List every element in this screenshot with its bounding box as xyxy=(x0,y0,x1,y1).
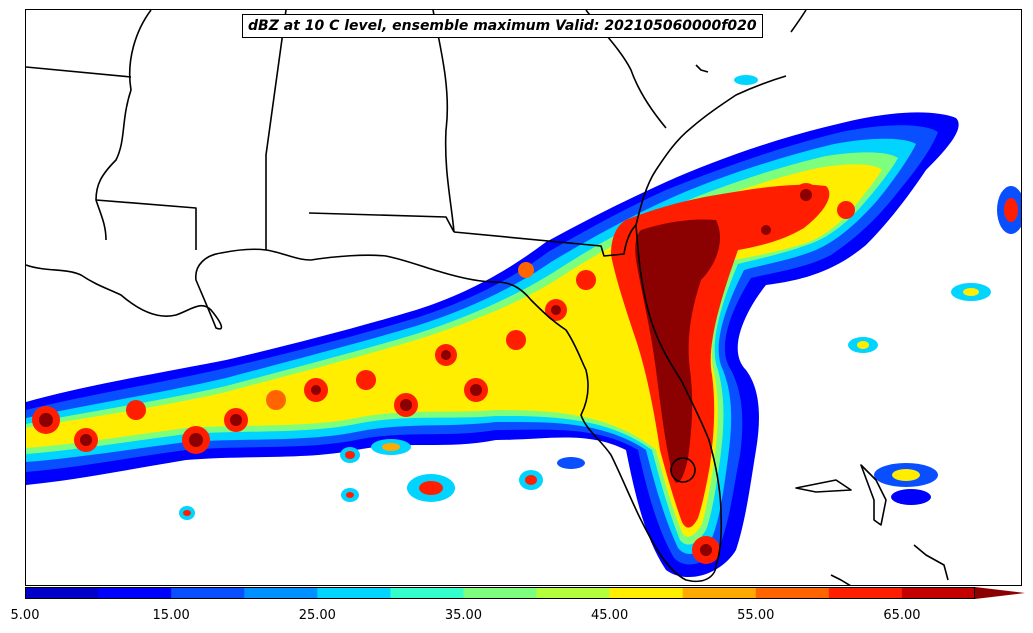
colorbar-tick-label: 25.00 xyxy=(298,608,336,623)
colorbar-segment xyxy=(98,587,172,599)
colorbar-segments xyxy=(25,587,976,599)
bahamas-island-1 xyxy=(795,479,852,493)
colorbar-tick-label: 65.00 xyxy=(883,608,921,623)
colorbar-tick-label: 15.00 xyxy=(152,608,190,623)
colorbar-tick-label: 35.00 xyxy=(444,608,483,623)
colorbar-segment xyxy=(682,587,757,599)
colorbar-segment xyxy=(244,587,318,599)
florida-atlantic-coast xyxy=(635,224,723,566)
colorbar-segment xyxy=(901,587,976,599)
colorbar xyxy=(25,587,1025,599)
mississippi-river-border xyxy=(95,10,152,241)
panhandle-coast xyxy=(310,254,717,583)
state-line-al-ga xyxy=(432,10,455,233)
map-panel xyxy=(25,9,1022,586)
colorbar-segment xyxy=(25,587,99,599)
reflectivity-map xyxy=(26,10,1021,585)
colorbar-segment xyxy=(536,587,611,599)
state-line-al-fl xyxy=(308,212,455,233)
colorbar-outline xyxy=(25,587,975,599)
isolated-cells xyxy=(179,75,1021,520)
colorbar-tick-label: 55.00 xyxy=(737,608,775,623)
louisiana-coast xyxy=(26,248,312,330)
reflectivity-field xyxy=(26,75,1021,578)
southeast-atlantic-coast xyxy=(635,75,787,226)
colorbar-segment xyxy=(828,587,903,599)
colorbar-segment xyxy=(755,587,830,599)
state-line-la-ms xyxy=(95,199,197,250)
colorbar-tick-label: 45.00 xyxy=(591,608,629,623)
storm-cells xyxy=(32,183,855,564)
state-line-nc-sc xyxy=(790,10,807,33)
state-line-fl-ga xyxy=(453,224,637,257)
state-line-ar-la xyxy=(26,66,132,78)
bahamas-island-5 xyxy=(695,64,709,73)
map-title: dBZ at 10 C level, ensemble maximum Vali… xyxy=(242,14,763,38)
colorbar-extend-arrow xyxy=(975,587,1025,599)
colorbar-segment xyxy=(171,587,245,599)
bahamas-island-4 xyxy=(830,574,851,585)
colorbar-segment xyxy=(463,587,538,599)
colorbar-segment xyxy=(317,587,391,599)
state-line-ms-al xyxy=(265,10,287,250)
geographic-boundaries xyxy=(26,10,949,585)
bahamas-island-3 xyxy=(913,544,949,581)
colorbar-tick-label: 5.00 xyxy=(10,608,40,623)
lake-okeechobee xyxy=(670,457,696,483)
bahamas-island-2 xyxy=(860,464,887,526)
colorbar-segment xyxy=(390,587,464,599)
colorbar-segment xyxy=(609,587,684,599)
radar-core-darkred xyxy=(635,219,721,483)
